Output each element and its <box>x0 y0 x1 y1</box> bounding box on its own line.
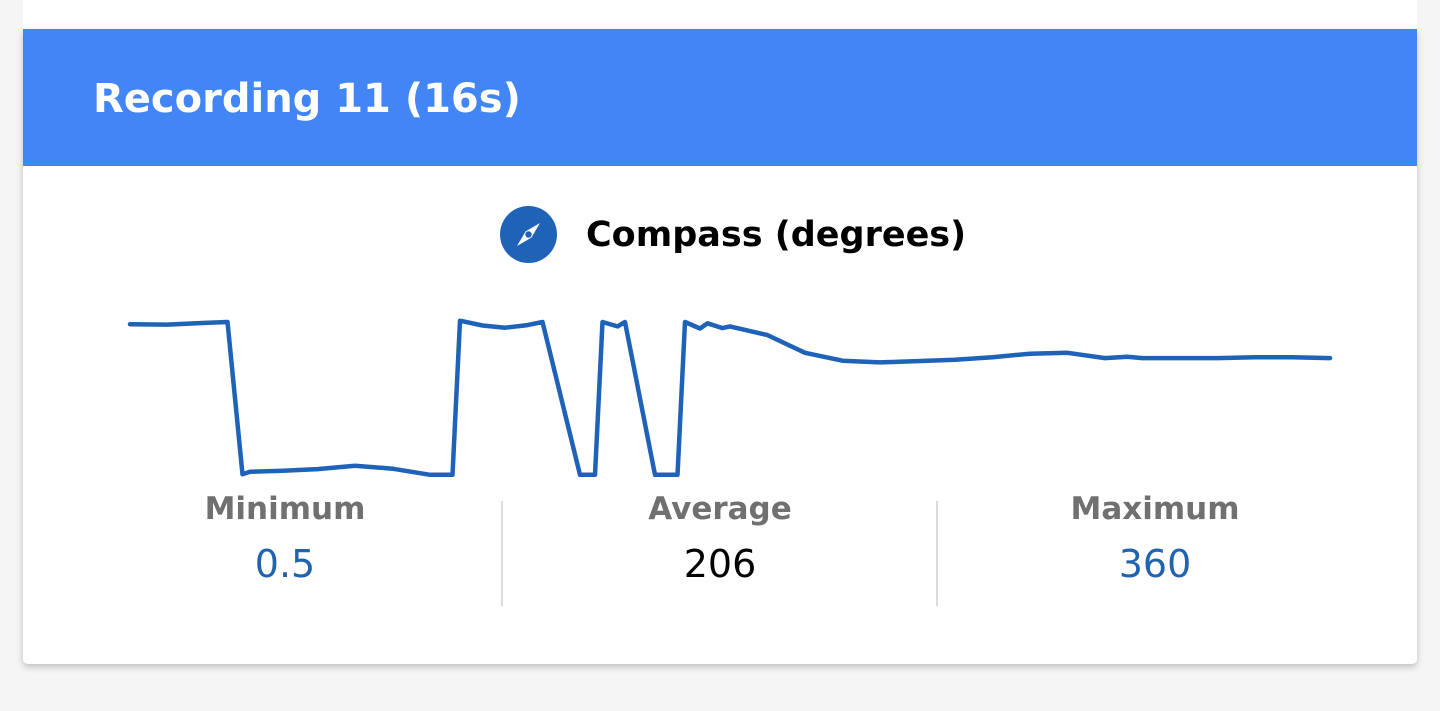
stat-minimum: Minimum 0.5 <box>135 489 435 587</box>
previous-card <box>23 0 1417 29</box>
stat-average: Average 206 <box>570 489 870 587</box>
compass-icon <box>500 206 557 263</box>
compass-series-line <box>127 318 1333 478</box>
stat-divider <box>501 501 503 606</box>
maximum-label: Maximum <box>1070 491 1240 527</box>
stats-row: Minimum 0.5 Average 206 Maximum 360 <box>23 489 1417 609</box>
sensor-row: Compass (degrees) <box>23 206 1417 266</box>
stat-divider <box>936 501 938 606</box>
recording-card[interactable]: Recording 11 (16s) Compass (degrees) Min… <box>23 29 1417 664</box>
average-value: 206 <box>683 542 757 586</box>
sensor-title: Compass (degrees) <box>586 215 967 255</box>
stat-maximum: Maximum 360 <box>1005 489 1305 587</box>
recording-header[interactable]: Recording 11 (16s) <box>23 29 1417 166</box>
recording-title: Recording 11 (16s) <box>93 76 521 122</box>
average-label: Average <box>648 491 792 527</box>
maximum-value: 360 <box>1118 542 1192 586</box>
minimum-value: 0.5 <box>254 542 316 586</box>
minimum-label: Minimum <box>204 491 366 527</box>
